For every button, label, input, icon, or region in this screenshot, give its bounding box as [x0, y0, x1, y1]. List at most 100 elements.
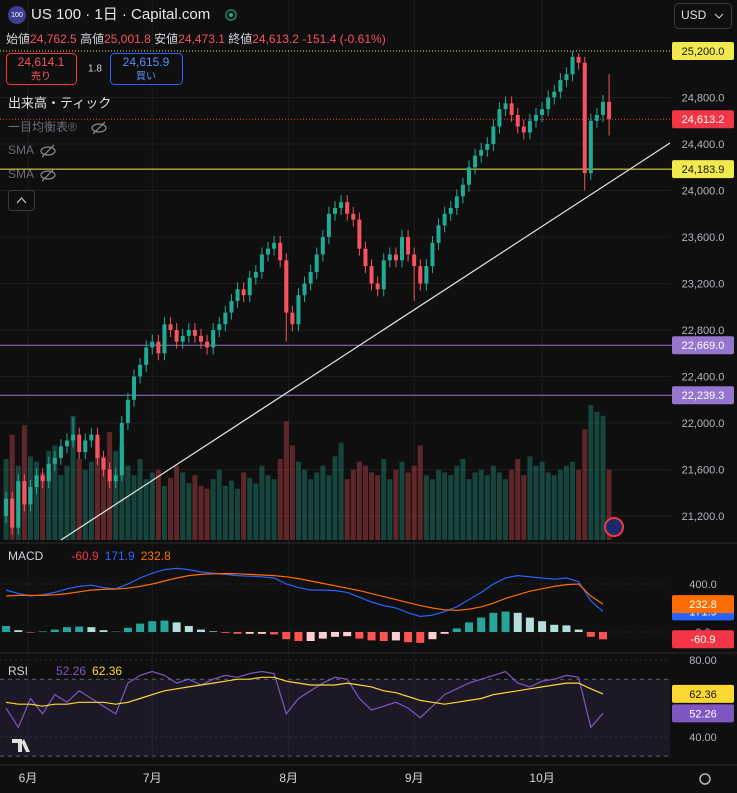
candle-body [180, 335, 185, 342]
candle-body [186, 330, 191, 336]
legend-value: 232.8 [141, 549, 171, 563]
histogram-bar [233, 632, 242, 634]
eye-icon[interactable] [91, 123, 107, 133]
histogram-bar [391, 632, 400, 641]
candle-body [546, 97, 551, 110]
histogram-bar [599, 632, 607, 640]
histogram-bar [318, 632, 327, 639]
candle-body [174, 330, 179, 342]
trend-line [60, 142, 671, 541]
candle-body [192, 330, 197, 336]
candle-body [302, 283, 307, 296]
candle-body [168, 324, 173, 331]
tv-logo[interactable] [12, 739, 30, 752]
candle-body [156, 341, 161, 354]
candle-body [406, 237, 411, 255]
price-badge [672, 684, 734, 703]
candle-body [113, 475, 118, 482]
candle-body [576, 56, 581, 63]
candle-body [333, 207, 337, 214]
candle-body [387, 254, 392, 261]
volume-bar [606, 469, 612, 540]
histogram-bar [586, 632, 595, 637]
volume-bar [490, 465, 496, 540]
candle-body [162, 324, 167, 354]
volume-bar [76, 459, 82, 540]
histogram-bar [14, 630, 23, 632]
candle-body [326, 213, 331, 238]
candle-body [40, 475, 45, 482]
price-badge-label: 24,183.9 [682, 164, 725, 176]
volume-bar [448, 475, 454, 540]
candle-body [83, 440, 88, 453]
candle-body [95, 434, 100, 458]
histogram-bar [197, 629, 205, 632]
candle-body [28, 486, 33, 505]
candle-body [235, 289, 240, 301]
collapse-button[interactable] [8, 190, 35, 211]
volume-bar [350, 469, 356, 540]
histogram-bar [343, 632, 352, 637]
eye-icon[interactable] [40, 146, 56, 156]
indicator-label[interactable]: SMA [8, 143, 34, 157]
settings-icon[interactable] [699, 773, 711, 785]
sell-button[interactable] [6, 53, 77, 85]
volume-bar [320, 465, 326, 540]
candle-body [89, 434, 94, 441]
volume-bar [64, 465, 70, 540]
candle-body [4, 498, 9, 517]
volume-bar [442, 472, 448, 540]
volume-bar [423, 475, 429, 540]
candle-body [454, 196, 459, 208]
volume-bar [411, 465, 417, 540]
volume-bar [247, 477, 253, 540]
indicator-label[interactable]: SMA [8, 167, 34, 181]
collapse-icon [16, 197, 27, 204]
volume-bar [405, 472, 411, 540]
volume-bar [161, 486, 167, 540]
histogram-bar [87, 627, 96, 632]
histogram-bar [63, 627, 71, 632]
histogram-bar [501, 611, 510, 632]
candle-body [400, 237, 404, 261]
price-badge-label: 22,669.0 [682, 340, 725, 352]
volume-bar [582, 429, 588, 540]
volume-bar [52, 445, 58, 540]
price-badge [672, 386, 734, 405]
indicator-label[interactable]: 出来高・ティック [8, 95, 111, 110]
candle-body [101, 457, 106, 470]
candle-body [150, 341, 155, 348]
candle-body [467, 167, 471, 185]
volume-bar [210, 479, 216, 540]
x-tick-label: 6月 [19, 771, 38, 785]
buy-button[interactable] [110, 53, 183, 85]
histogram-bar [209, 631, 218, 632]
candle-body [16, 481, 21, 528]
candle-body [594, 114, 599, 121]
histogram-bar [489, 612, 498, 632]
volume-bar [399, 461, 405, 540]
volume-bar [101, 456, 107, 540]
candle-body [570, 56, 575, 75]
eye-icon[interactable] [40, 170, 56, 180]
volume-bar [241, 472, 247, 540]
eye-slash [41, 144, 55, 158]
indicator-label[interactable]: 一目均衡表® [8, 120, 77, 134]
volume-bar [509, 469, 515, 540]
y-tick-label: 21,200.0 [682, 511, 725, 523]
price-badge-label: 22,239.3 [682, 390, 725, 402]
y-tick-label: 22,800.0 [682, 325, 725, 337]
price-badge [672, 336, 734, 355]
histogram-bar [367, 632, 376, 641]
event-flag[interactable] [604, 517, 624, 537]
y-tick-label: 24,800.0 [682, 92, 725, 104]
symbol-title[interactable]: US 100 · 1日 · Capital.com [31, 6, 210, 23]
currency-dropdown[interactable] [674, 3, 732, 29]
histogram-bar [440, 632, 449, 634]
candle-body [442, 213, 447, 226]
candle-body [205, 341, 210, 348]
candle-body [34, 475, 39, 487]
volume-bar [186, 483, 192, 540]
y-tick-label: 40.00 [689, 732, 717, 744]
spread: 1.8 [88, 64, 102, 75]
